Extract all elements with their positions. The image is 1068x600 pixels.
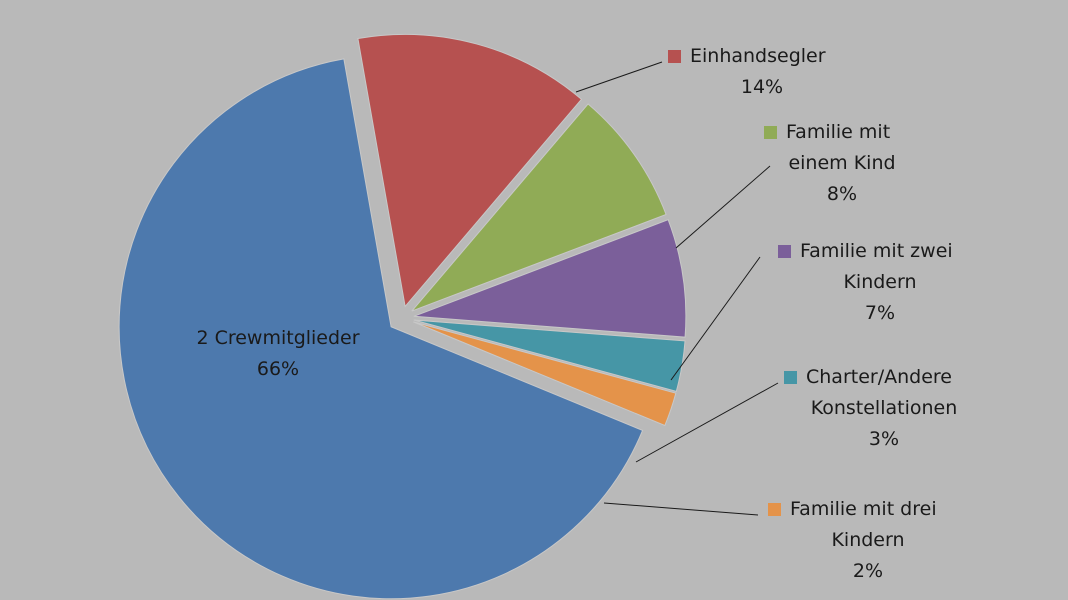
pie-slice-familie-mit-einem-kind — [411, 103, 667, 312]
slice-value-2-crewmitglieder: 66% — [257, 358, 299, 380]
slice-labels: Einhandsegler 14% Familie mit einem Kind 8% F… — [196, 45, 957, 582]
leader-lines — [575, 61, 779, 516]
legend-key-charter-andere-konstellationen — [784, 371, 797, 384]
leader-line-familie-mit-zwei-kindern — [670, 256, 761, 381]
leader-line-familie-mit-drei-kindern — [603, 502, 759, 516]
pie-slice-familie-mit-zwei-kindern — [413, 219, 687, 338]
legend-key-familie-mit-drei-kindern — [768, 503, 781, 516]
slice-label-familie-mit-einem-kind: Familie mit einem Kind — [786, 121, 896, 174]
legend-key-einhandsegler — [668, 50, 681, 63]
slice-value-einhandsegler: 14% — [741, 76, 783, 98]
pie-slice-familie-mit-drei-kindern — [413, 321, 677, 427]
slice-label-charter-andere-konstellationen: Charter/Andere Konstellationen — [806, 366, 957, 419]
leader-line-familie-mit-einem-kind — [675, 165, 771, 249]
slice-value-charter-andere-konstellationen: 3% — [869, 428, 899, 450]
slice-label-2-crewmitglieder: 2 Crewmitglieder — [196, 327, 359, 349]
leader-line-charter-andere-konstellationen — [635, 382, 779, 463]
slice-label-familie-mit-zwei-kindern: Familie mit zwei Kindern — [800, 240, 953, 293]
slice-label-familie-mit-drei-kindern: Familie mit drei Kindern — [790, 498, 937, 551]
pie-slice-2-crewmitglieder — [118, 58, 644, 600]
leader-line-einhandsegler — [575, 61, 663, 93]
pie-slice-charter-andere-konstellationen — [413, 319, 686, 392]
pie-slices — [118, 33, 687, 600]
slice-value-familie-mit-zwei-kindern: 7% — [865, 302, 895, 324]
slice-value-familie-mit-drei-kindern: 2% — [853, 560, 883, 582]
pie-slice-einhandsegler — [357, 33, 583, 308]
slice-label-einhandsegler: Einhandsegler — [690, 45, 826, 67]
legend-key-familie-mit-zwei-kindern — [778, 245, 791, 258]
legend-key-familie-mit-einem-kind — [764, 126, 777, 139]
slice-value-familie-mit-einem-kind: 8% — [827, 183, 857, 205]
